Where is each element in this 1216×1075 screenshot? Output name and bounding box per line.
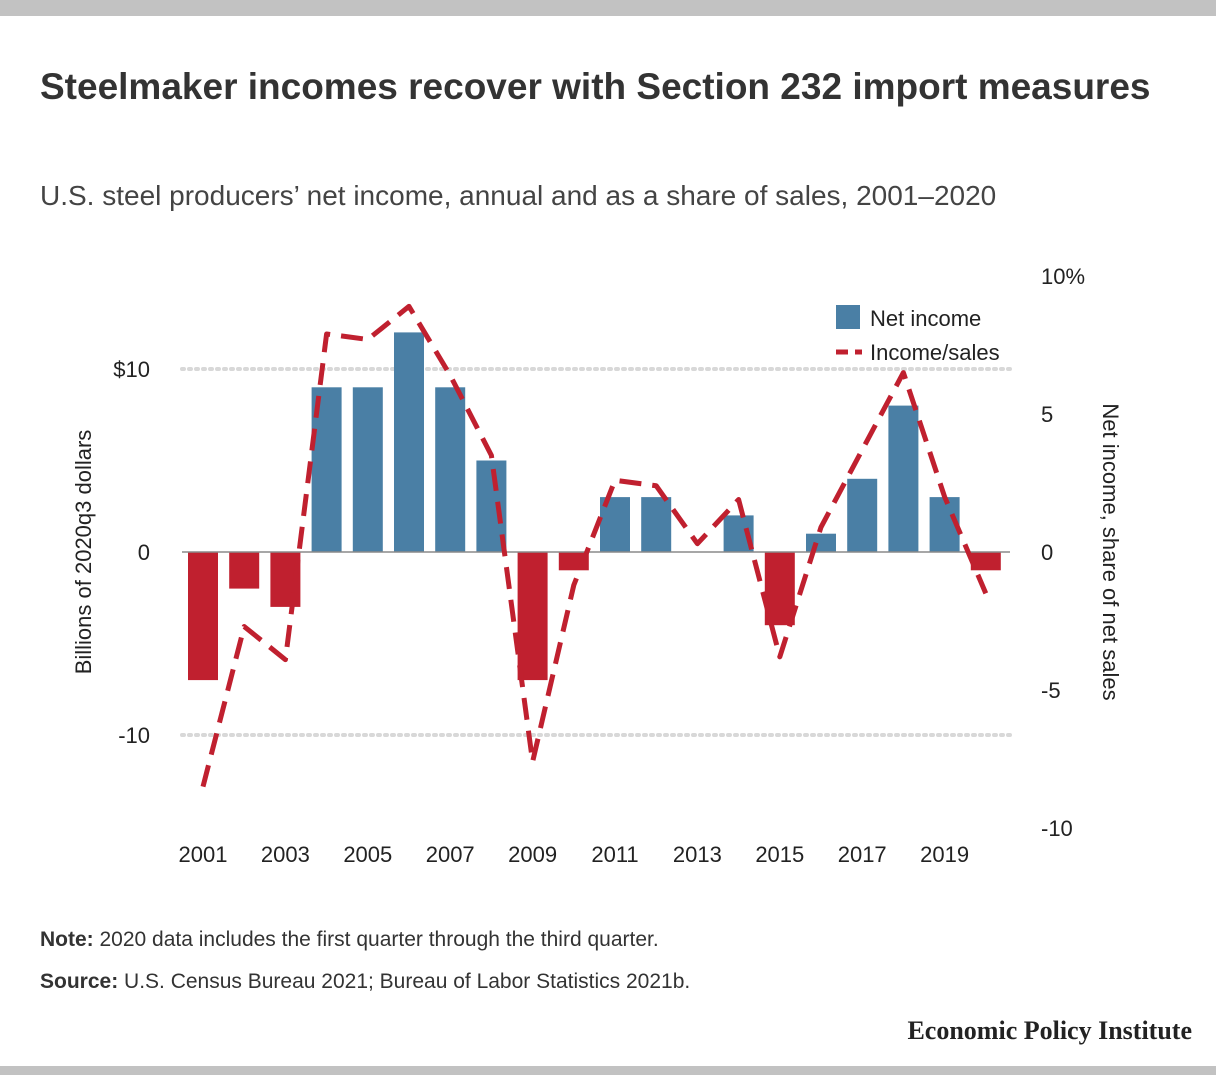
bar-2016 xyxy=(806,533,836,552)
left-tick-label: 0 xyxy=(138,540,150,565)
combo-chart: $10 0 -10 10% 5 0 -5 -10 2001 2003 2005 2007 2009 201… xyxy=(71,264,1123,867)
note: Note: 2020 data includes the first quart… xyxy=(40,926,659,954)
bar-2009 xyxy=(517,552,548,681)
x-tick-label: 2003 xyxy=(261,842,310,867)
bar-2005 xyxy=(352,387,383,552)
x-tick-label: 2009 xyxy=(508,842,557,867)
legend-label-net-income: Net income xyxy=(870,306,981,331)
x-tick-label: 2007 xyxy=(426,842,475,867)
brand-logo-text: Economic Policy Institute xyxy=(907,1016,1192,1045)
x-tick-label: 2005 xyxy=(343,842,392,867)
right-tick-label: 0 xyxy=(1041,540,1053,565)
bar-2006 xyxy=(394,332,424,552)
right-tick-label: 5 xyxy=(1041,402,1053,427)
x-tick-label: 2017 xyxy=(838,842,887,867)
bar-2001 xyxy=(188,552,218,681)
bar-2012 xyxy=(641,497,672,552)
left-tick-label: $10 xyxy=(113,357,150,382)
right-tick-label: 10% xyxy=(1041,264,1085,289)
right-axis-title: Net income, share of net sales xyxy=(1098,403,1123,700)
x-tick-label: 2013 xyxy=(673,842,722,867)
bottom-border xyxy=(0,1066,1216,1075)
bar-2017 xyxy=(847,478,878,552)
legend-label-income-sales: Income/sales xyxy=(870,340,1000,365)
chart-title: Steelmaker incomes recover with Section … xyxy=(40,66,1151,107)
left-axis-title: Billions of 2020q3 dollars xyxy=(71,430,96,675)
bar-2020 xyxy=(970,552,1001,571)
right-tick-label: -10 xyxy=(1041,816,1073,841)
source-label: Source: xyxy=(40,970,119,993)
legend-swatch-net-income xyxy=(836,305,860,329)
source: Source: U.S. Census Bureau 2021; Bureau … xyxy=(40,968,690,996)
source-text: U.S. Census Bureau 2021; Bureau of Labor… xyxy=(118,970,691,993)
chart-subtitle: U.S. steel producers’ net income, annual… xyxy=(40,180,997,211)
note-text: 2020 data includes the first quarter thr… xyxy=(93,928,659,951)
income-sales-line xyxy=(200,303,989,788)
x-tick-label: 2001 xyxy=(179,842,228,867)
x-tick-label: 2011 xyxy=(591,842,638,867)
note-label: Note: xyxy=(40,928,94,951)
bar-2002 xyxy=(229,552,260,589)
bar-2015 xyxy=(764,552,795,626)
bar-2007 xyxy=(435,387,466,552)
top-border xyxy=(0,0,1216,16)
bar-2018 xyxy=(888,405,919,552)
x-tick-label: 2019 xyxy=(920,842,969,867)
x-tick-label: 2015 xyxy=(755,842,804,867)
right-tick-label: -5 xyxy=(1041,678,1061,703)
left-tick-label: -10 xyxy=(118,723,150,748)
